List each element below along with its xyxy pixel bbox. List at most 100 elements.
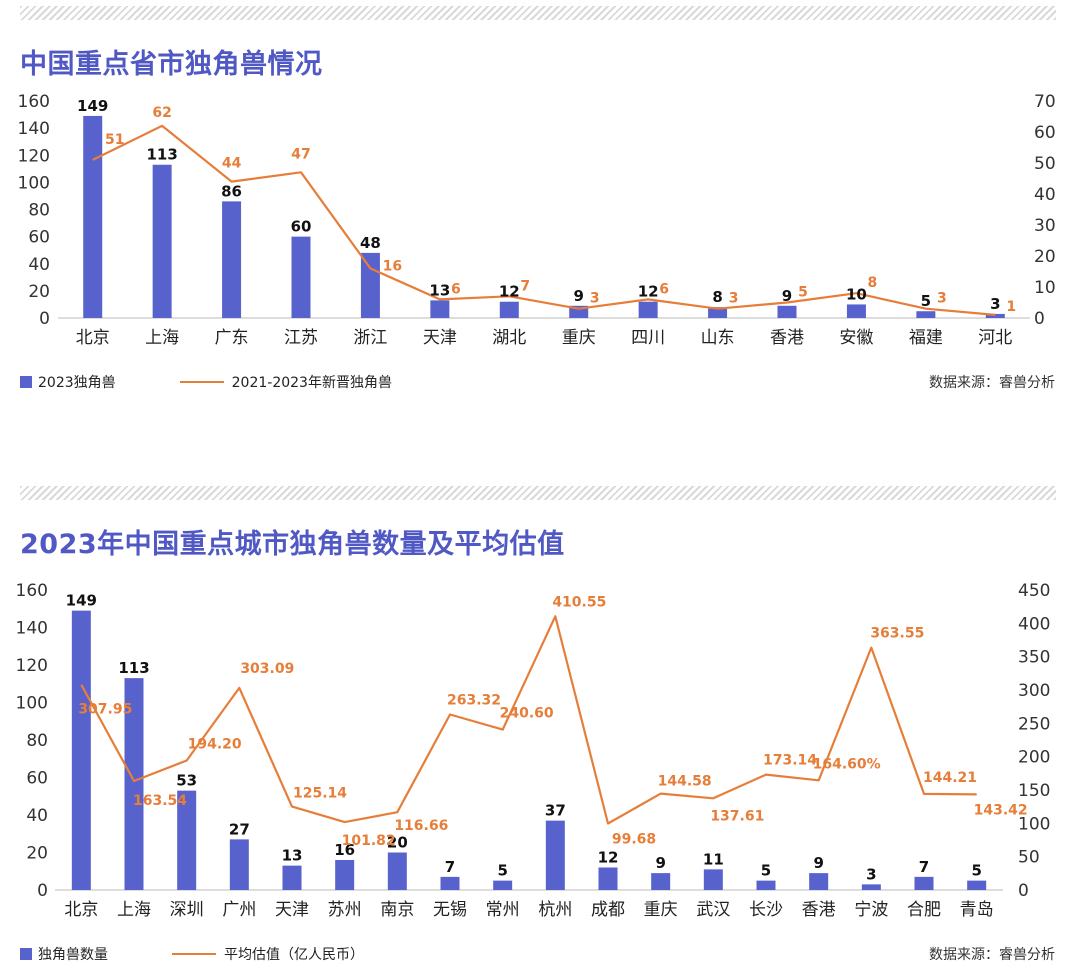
chart1-line-label: 3 <box>590 291 600 307</box>
chart2-bar-label: 3 <box>866 865 876 883</box>
chart2-line-label: 263.32 <box>447 692 501 708</box>
chart2-y-tick: 120 <box>16 656 48 676</box>
chart2-line-label: 164.60% <box>813 756 881 772</box>
chart1-y2-tick: 70 <box>1034 92 1056 112</box>
chart2-bar-label: 27 <box>229 820 250 838</box>
chart2-title: 2023年中国重点城市独角兽数量及平均估值 <box>20 529 565 560</box>
chart2-line-label: 410.55 <box>552 594 606 610</box>
chart2-bar <box>967 880 987 890</box>
chart1-line-label: 62 <box>152 105 171 121</box>
chart1-line-label: 44 <box>222 156 242 172</box>
chart1-bar-label: 13 <box>429 281 450 299</box>
chart1-x-tick: 浙江 <box>353 328 387 348</box>
chart2-bar-label: 20 <box>387 834 408 852</box>
chart2-x-tick: 深圳 <box>170 900 204 920</box>
chart1-y2-tick: 20 <box>1034 247 1056 267</box>
chart1-bar <box>916 311 936 318</box>
chart1-legend-bar-swatch <box>20 376 32 388</box>
chart2-legend-bar-swatch <box>20 948 32 960</box>
chart2-source: 数据来源：睿兽分析 <box>929 947 1055 963</box>
chart1-bar-label: 86 <box>221 182 242 200</box>
chart1-legend-bar-label: 2023独角兽 <box>38 375 116 391</box>
chart1-x-tick: 广东 <box>215 328 249 348</box>
chart2-y2-tick: 350 <box>1018 648 1050 668</box>
chart2-y-tick: 160 <box>16 581 48 601</box>
chart2-bar-label: 37 <box>545 802 566 820</box>
chart2-y-tick: 40 <box>26 806 48 826</box>
chart2-bar <box>545 820 565 890</box>
chart2-x-tick: 北京 <box>64 900 98 920</box>
chart1-bar <box>846 304 866 318</box>
chart2-y-tick: 80 <box>26 731 48 751</box>
chart2-legend-line-label: 平均估值（亿人民币） <box>224 947 364 963</box>
chart2-x-tick: 广州 <box>222 900 256 920</box>
chart1-bar-label: 3 <box>990 295 1000 313</box>
chart1-bar <box>985 313 1005 318</box>
chart1-x-tick: 天津 <box>423 328 457 348</box>
chart2-bar <box>71 610 91 890</box>
chart1-x-tick: 上海 <box>145 328 179 348</box>
chart2-x-tick: 香港 <box>802 900 836 920</box>
chart2-x-tick: 常州 <box>486 900 520 920</box>
chart2-line-label: 173.14 <box>763 753 817 769</box>
chart2-legend: 独角兽数量 平均估值（亿人民币） <box>20 944 364 964</box>
chart1-line-label: 7 <box>520 278 530 294</box>
chart2-y2-tick: 300 <box>1018 681 1050 701</box>
chart2-line-label: 144.21 <box>923 770 977 786</box>
chart1-bar <box>499 301 519 318</box>
chart2-bar-label: 9 <box>655 854 665 872</box>
chart2-x-tick: 南京 <box>380 900 414 920</box>
chart1-plot: 0204060801001201401600102030405060701491… <box>18 92 1056 348</box>
chart1-line-label: 8 <box>868 275 878 291</box>
chart1-bar <box>708 307 728 318</box>
chart1-bar-label: 113 <box>146 146 177 164</box>
chart1-bar <box>360 252 380 318</box>
chart1-bar <box>152 164 172 318</box>
chart2-bar <box>229 839 249 890</box>
chart2-bar <box>493 880 513 890</box>
chart1-bar <box>777 305 797 318</box>
chart2-y2-tick: 450 <box>1018 581 1050 601</box>
chart2-y2-tick: 50 <box>1018 848 1040 868</box>
chart2-x-tick: 宁波 <box>854 900 888 920</box>
chart1-x-tick: 河北 <box>978 328 1012 348</box>
chart1-y2-tick: 0 <box>1034 309 1045 329</box>
chart1-y-tick: 160 <box>18 92 50 112</box>
chart1-line-label: 1 <box>1006 299 1016 315</box>
chart2-y-tick: 20 <box>26 844 48 864</box>
chart2-bar-label: 16 <box>334 841 355 859</box>
chart2-bar <box>124 678 144 890</box>
chart2-line-label: 240.60 <box>500 706 554 722</box>
chart2-y2-tick: 100 <box>1018 814 1050 834</box>
chart1-x-tick: 安徽 <box>839 328 873 348</box>
chart1-bar <box>291 236 311 318</box>
chart1-bar-label: 12 <box>638 283 659 301</box>
chart1-y-tick: 0 <box>39 309 50 329</box>
chart2-x-tick: 武汉 <box>696 900 730 920</box>
chart1-bar-label: 5 <box>921 292 931 310</box>
section-divider-1 <box>20 6 1056 20</box>
chart2-line-label: 194.20 <box>188 737 242 753</box>
chart2-bar-label: 5 <box>971 862 981 880</box>
chart2-y2-tick: 0 <box>1018 881 1029 901</box>
chart1-y-tick: 40 <box>28 255 50 275</box>
chart2-line-label: 101.82 <box>342 833 396 849</box>
chart1-bar-label: 149 <box>77 97 108 115</box>
chart1-x-tick: 北京 <box>76 328 110 348</box>
chart2-bar <box>440 876 460 890</box>
chart2-x-tick: 长沙 <box>749 900 783 920</box>
chart2-bar-label: 12 <box>598 849 619 867</box>
chart1-line-series <box>92 124 996 316</box>
chart1-y-tick: 100 <box>18 173 50 193</box>
chart2-bar-label: 53 <box>176 772 197 790</box>
chart1-x-tick: 江苏 <box>284 328 318 348</box>
chart1-y-tick: 140 <box>18 119 50 139</box>
chart1-y2-tick: 60 <box>1034 123 1056 143</box>
chart2-y-tick: 100 <box>16 694 48 714</box>
chart1-line-label: 5 <box>798 285 808 301</box>
chart2-bar <box>282 865 302 890</box>
chart2-line-label: 116.66 <box>394 818 448 834</box>
chart2-bar <box>651 873 671 890</box>
chart1-x-tick: 山东 <box>701 328 735 348</box>
